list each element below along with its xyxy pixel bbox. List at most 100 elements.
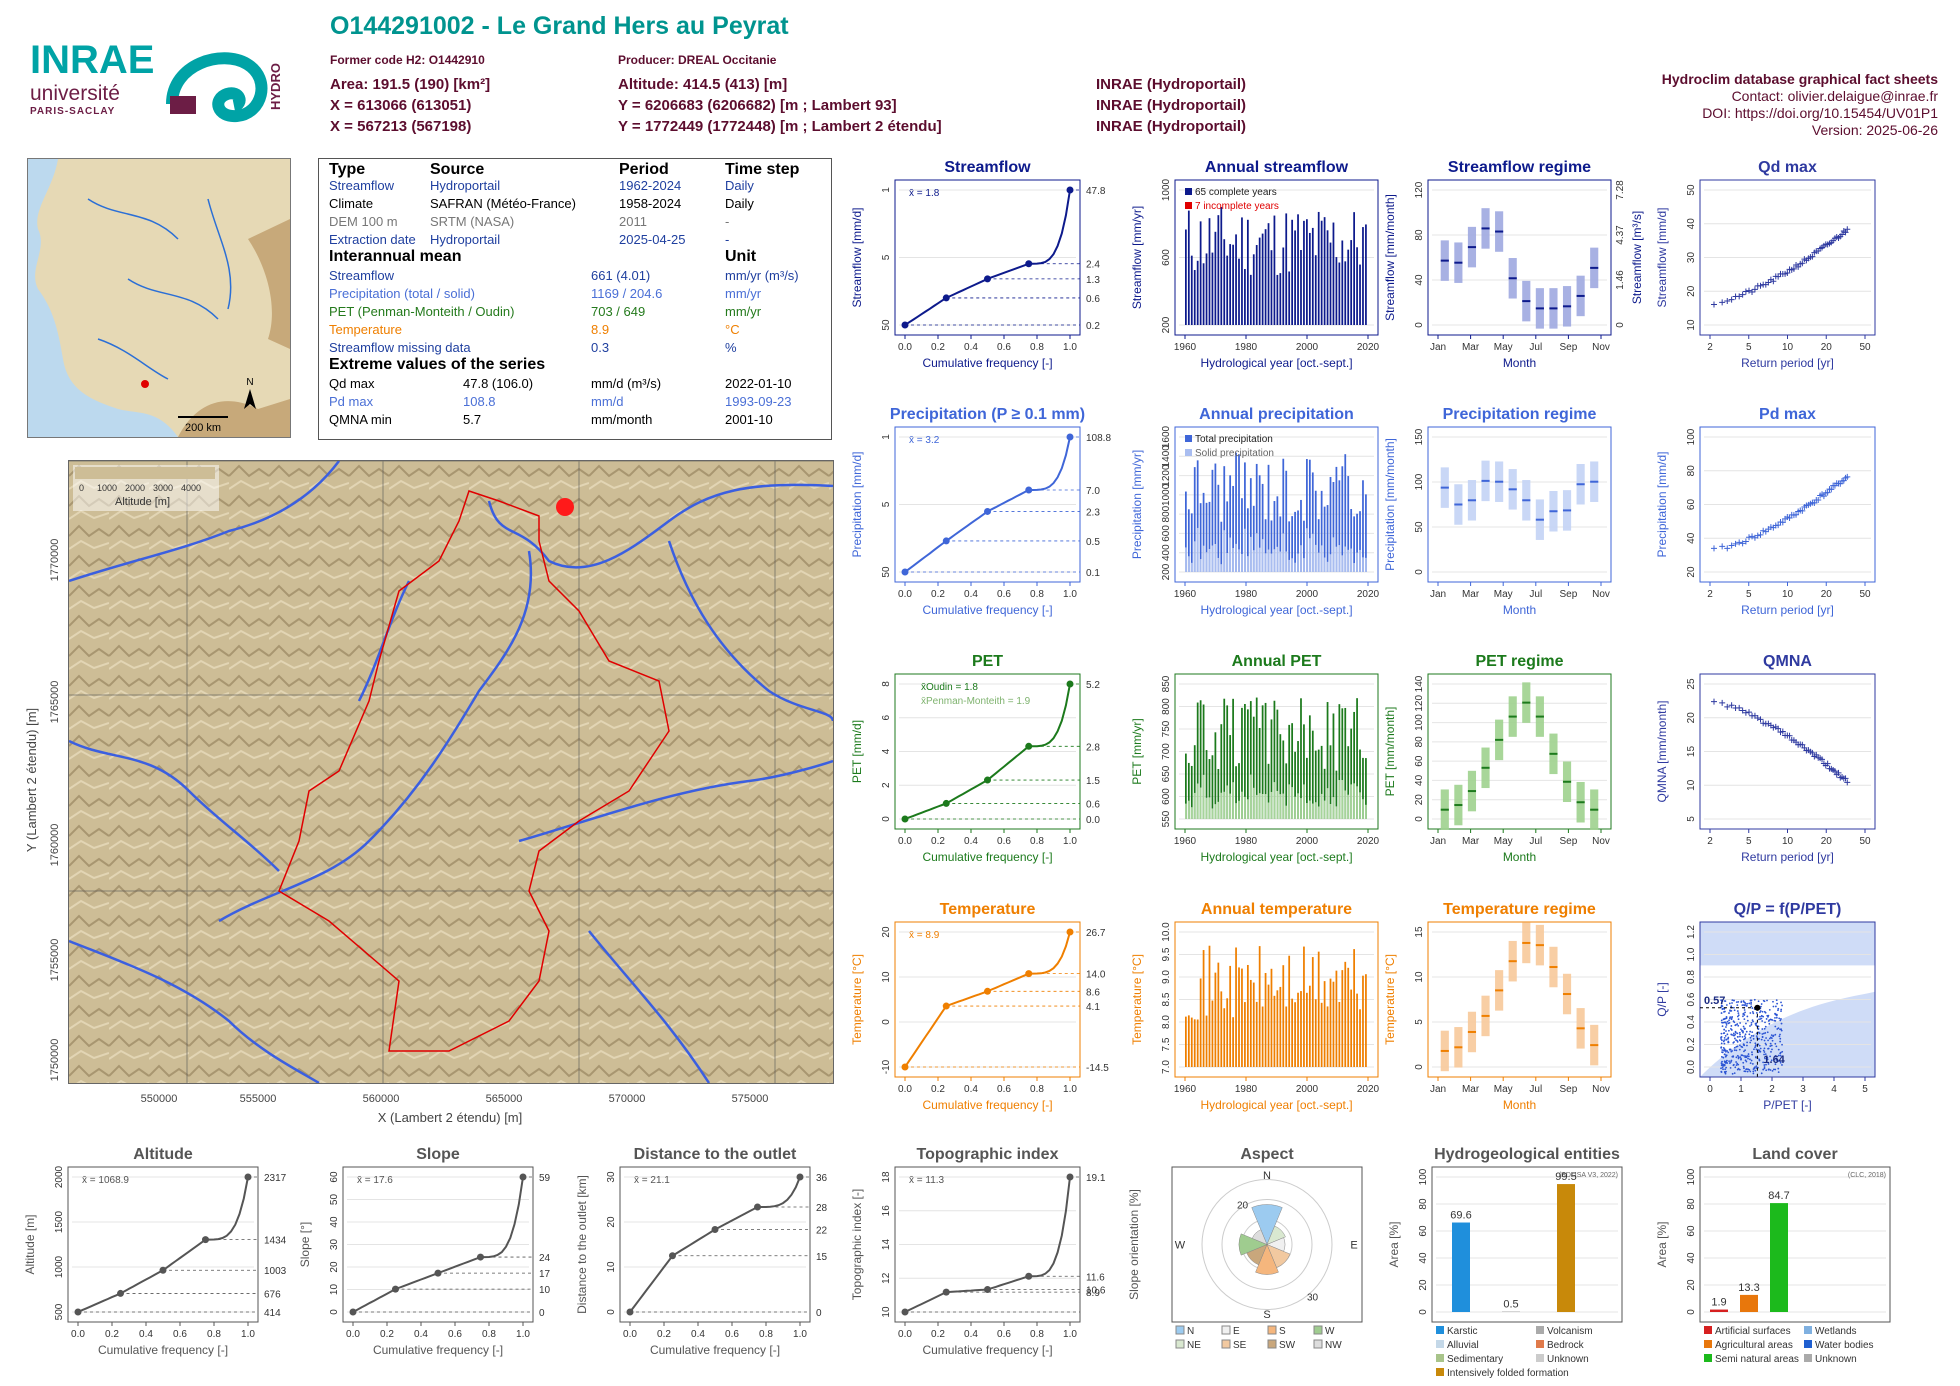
budyko-point xyxy=(1735,1061,1738,1063)
y2-tick-label: 7.28 xyxy=(1615,180,1626,200)
year-bar-secondary xyxy=(1193,792,1196,819)
year-bar-secondary xyxy=(1308,538,1311,572)
doi-link[interactable]: DOI: https://doi.org/10.15454/UV01P1 xyxy=(1702,105,1938,121)
year-bar xyxy=(1252,716,1255,819)
row-step: Daily xyxy=(725,196,754,211)
budyko-point xyxy=(1734,1033,1737,1036)
budyko-point xyxy=(1724,1034,1727,1037)
x-tick-label: 2020 xyxy=(1357,836,1380,847)
quantile-point xyxy=(74,1308,82,1316)
year-bar xyxy=(1306,459,1308,572)
y-tick-label: 5 xyxy=(881,254,892,260)
x-tick-label: 0.4 xyxy=(139,1329,153,1340)
y-tick-label: 20 xyxy=(1686,566,1697,578)
quantile-point xyxy=(942,537,950,545)
budyko-point xyxy=(1722,1046,1725,1049)
budyko-point xyxy=(1762,1015,1765,1018)
x-axis-label: Return period [yr] xyxy=(1741,603,1834,617)
year-bar xyxy=(1341,466,1344,572)
year-bar xyxy=(1303,724,1305,819)
year-bar-secondary xyxy=(1229,793,1232,819)
row-period: 2025-04-25 xyxy=(619,232,686,247)
quantile-point xyxy=(984,987,991,995)
legend-entry: Sedimentary xyxy=(1447,1354,1503,1365)
y-tick-label: 8.5 xyxy=(1161,992,1172,1006)
mean-value: 8.9 xyxy=(591,322,610,337)
extreme-point xyxy=(1819,756,1826,763)
y-tick-label: 9.0 xyxy=(1161,970,1172,984)
y-axis-label: Precipitation [mm/d] xyxy=(1655,451,1669,557)
extreme-point xyxy=(1779,728,1786,735)
mean-value: 703 / 649 xyxy=(591,304,646,319)
bar-value: 0.5 xyxy=(1503,1298,1518,1310)
year-bar-secondary xyxy=(1214,543,1217,572)
chart-title: Streamflow xyxy=(944,159,1031,176)
quantile-value: 1434 xyxy=(264,1236,287,1247)
budyko-point xyxy=(1721,1005,1724,1008)
year-bar xyxy=(1308,985,1311,1067)
budyko-point xyxy=(1743,1054,1745,1057)
quantile-point xyxy=(1066,928,1074,936)
budyko-point xyxy=(1752,1037,1755,1040)
x-tick-label: 0.8 xyxy=(1030,342,1044,353)
budyko-point xyxy=(1725,1016,1728,1018)
extreme-point xyxy=(1809,253,1816,260)
x-tick-label: 0 xyxy=(1707,1084,1713,1095)
year-bar xyxy=(1223,239,1226,325)
budyko-point xyxy=(1738,1031,1741,1034)
budyko-point xyxy=(1720,1071,1723,1073)
y-tick-label: 9.5 xyxy=(1161,947,1172,961)
year-bar-secondary xyxy=(1288,784,1291,819)
year-bar xyxy=(1187,210,1190,325)
legend-entry: 7 incomplete years xyxy=(1195,201,1279,212)
extreme-point xyxy=(1746,534,1753,541)
year-bar xyxy=(1308,232,1311,325)
year-bar-secondary xyxy=(1300,545,1302,572)
year-bar-secondary xyxy=(1214,804,1217,819)
year-bar xyxy=(1258,237,1261,325)
contact[interactable]: Contact: olivier.delaigue@inrae.fr xyxy=(1731,88,1938,104)
year-bar xyxy=(1244,1002,1246,1067)
map-ytick: 1750000 xyxy=(49,1039,61,1082)
chart-title: Annual precipitation xyxy=(1199,406,1354,423)
budyko-point xyxy=(1724,1055,1727,1058)
extreme-point xyxy=(1842,229,1849,236)
plot-frame xyxy=(894,1166,1081,1323)
year-bar-secondary xyxy=(1199,787,1202,819)
budyko-point xyxy=(1720,1032,1723,1035)
extreme-point xyxy=(1724,703,1731,710)
quantile-point xyxy=(244,1173,252,1181)
y-tick-label: 2 xyxy=(881,782,892,788)
year-bar-secondary xyxy=(1276,546,1279,572)
category-bar xyxy=(1740,1294,1758,1312)
budyko-point xyxy=(1722,1065,1725,1067)
legend-swatch xyxy=(1221,1339,1231,1349)
y-tick-label: 150 xyxy=(1414,428,1425,445)
budyko-point xyxy=(1725,1059,1728,1062)
budyko-point xyxy=(1737,1012,1740,1015)
y-tick-label: 10 xyxy=(329,1284,340,1296)
plot-frame xyxy=(342,1166,534,1323)
x-tick-label: Mar xyxy=(1462,589,1480,600)
x-tick-label: 4 xyxy=(1831,1084,1837,1095)
quantile-value: 5.2 xyxy=(1086,680,1100,691)
plot-frame xyxy=(894,921,1081,1078)
budyko-point xyxy=(1767,1063,1770,1065)
budyko-point xyxy=(1747,1068,1750,1071)
x-tick-label: 0.6 xyxy=(725,1329,739,1340)
budyko-point xyxy=(1736,1015,1739,1018)
budyko-point xyxy=(1737,1067,1740,1070)
budyko-point xyxy=(1732,1032,1735,1035)
budyko-point xyxy=(1727,1051,1730,1054)
budyko-point xyxy=(1722,1068,1724,1071)
budyko-point xyxy=(1751,1051,1753,1054)
x-tick-label: 2020 xyxy=(1357,1084,1380,1095)
budyko-point xyxy=(1780,1022,1783,1025)
year-bar xyxy=(1244,269,1246,325)
budyko-point xyxy=(1750,1059,1753,1062)
extreme-date: 2022-01-10 xyxy=(725,376,792,391)
extreme-point xyxy=(1760,527,1767,534)
quantile-value: 26.7 xyxy=(1086,928,1106,939)
year-bar-secondary xyxy=(1306,528,1308,572)
x-tick-label: 0.4 xyxy=(414,1329,428,1340)
